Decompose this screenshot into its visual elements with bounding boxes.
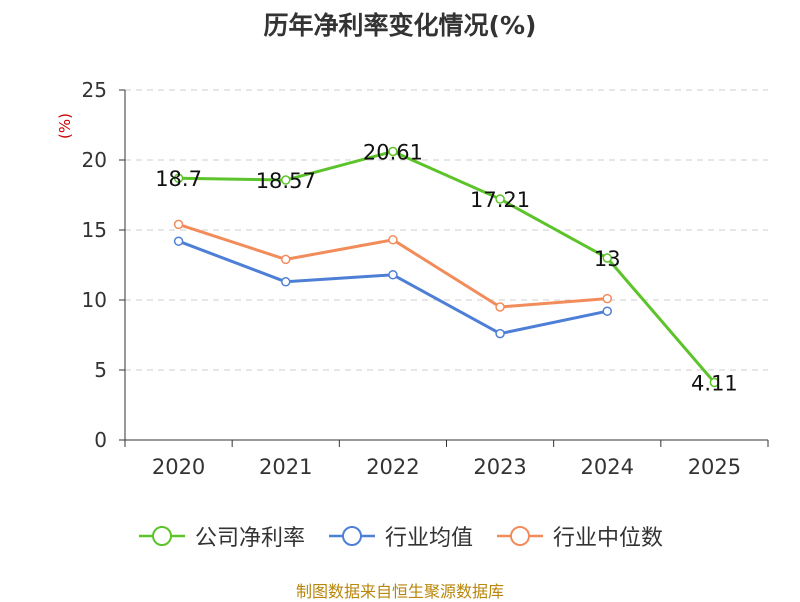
- legend-label: 行业中位数: [553, 526, 664, 551]
- x-tick-label: 2020: [152, 455, 205, 479]
- legend-item[interactable]: 行业均值: [327, 520, 473, 552]
- data-point: [281, 254, 291, 265]
- x-tick-label: 2024: [581, 455, 634, 479]
- legend: 公司净利率 行业均值 行业中位数: [0, 520, 800, 552]
- data-point: [602, 253, 612, 263]
- data-point: [173, 219, 184, 230]
- data-point: [495, 194, 505, 204]
- data-point: [495, 328, 505, 339]
- y-tick-label: 0: [94, 428, 107, 452]
- data-label: 13: [594, 247, 621, 271]
- data-point: [602, 293, 612, 304]
- y-tick-label: 20: [82, 148, 107, 172]
- data-point: [388, 146, 398, 157]
- series-line: [178, 149, 716, 384]
- legend-label: 行业均值: [384, 526, 473, 551]
- legend-item[interactable]: 行业中位数: [495, 520, 663, 552]
- legend-line-icon: [138, 526, 185, 546]
- data-point: [495, 302, 505, 312]
- legend-item[interactable]: 公司净利率: [137, 520, 305, 552]
- legend-label: 公司净利率: [194, 526, 305, 551]
- data-label: 20.61: [363, 140, 423, 164]
- legend-line-icon: [328, 526, 375, 546]
- data-label: 18.57: [256, 169, 316, 193]
- data-point: [173, 236, 184, 246]
- x-tick-label: 2023: [473, 455, 526, 479]
- data-label: 17.21: [470, 188, 530, 212]
- legend-line-icon: [497, 526, 543, 546]
- x-tick-label: 2021: [259, 455, 312, 479]
- data-point: [173, 173, 184, 183]
- data-point: [388, 270, 398, 280]
- x-tick-label: 2022: [366, 455, 419, 479]
- y-tick-label: 10: [82, 288, 107, 312]
- source-note: 制图数据来自恒生聚源数据库: [295, 582, 504, 601]
- data-point: [281, 175, 291, 185]
- y-tick-label: 15: [82, 218, 107, 242]
- data-label: 4.11: [691, 371, 738, 395]
- chart-title: 历年净利率变化情况(%): [263, 11, 537, 40]
- data-point: [281, 277, 291, 287]
- y-tick-label: 5: [94, 358, 107, 382]
- data-point: [388, 235, 398, 245]
- x-tick-label: 2025: [688, 455, 741, 479]
- y-axis-label: (%): [56, 113, 74, 139]
- series-line: [178, 239, 608, 336]
- data-point: [709, 377, 720, 388]
- y-tick-label: 25: [82, 78, 107, 102]
- data-label: 18.7: [155, 167, 202, 191]
- data-point: [602, 306, 612, 316]
